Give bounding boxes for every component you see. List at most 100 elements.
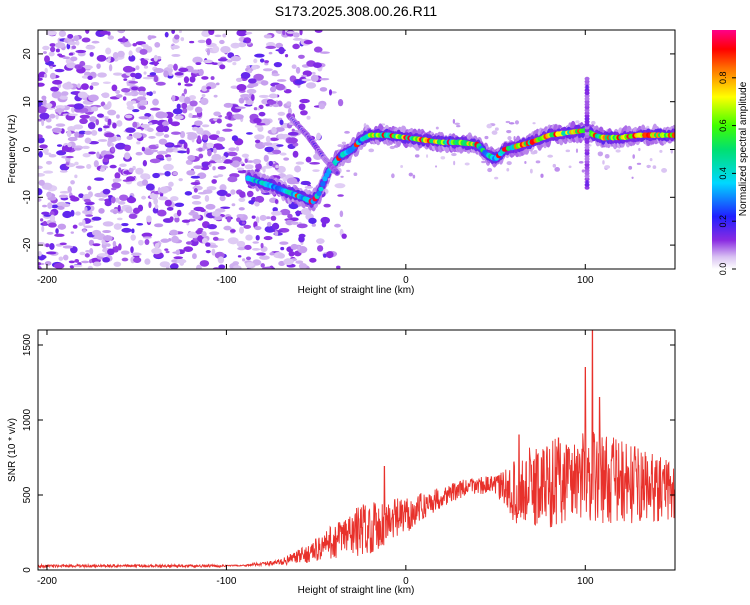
- noise-speckle: [292, 150, 299, 158]
- noise-speckle: [135, 167, 144, 175]
- noise-speckle: [181, 102, 188, 110]
- noise-speckle: [305, 82, 317, 89]
- noise-speckle: [146, 127, 154, 133]
- noise-speckle: [159, 186, 169, 194]
- noise-speckle: [211, 179, 217, 184]
- noise-speckle: [135, 151, 143, 156]
- noise-speckle: [141, 232, 153, 238]
- ridge-halo-speckle: [628, 165, 633, 170]
- noise-speckle: [59, 191, 70, 194]
- noise-speckle: [211, 153, 222, 162]
- noise-speckle: [98, 198, 105, 201]
- noise-speckle: [116, 217, 123, 221]
- spike-band: [584, 119, 590, 124]
- noise-speckle: [121, 257, 129, 262]
- noise-speckle: [243, 224, 252, 229]
- noise-speckle: [112, 52, 119, 60]
- ridge-halo-speckle: [440, 156, 446, 160]
- noise-speckle: [125, 127, 136, 133]
- noise-speckle: [278, 46, 285, 55]
- ridge-halo-speckle: [408, 172, 413, 177]
- noise-speckle: [235, 146, 240, 152]
- noise-speckle: [199, 208, 206, 213]
- noise-speckle: [169, 216, 174, 222]
- noise-speckle: [303, 39, 313, 45]
- noise-speckle: [56, 144, 63, 147]
- snr-ytick-label: 1500: [22, 333, 33, 356]
- noise-speckle: [241, 153, 250, 158]
- noise-speckle: [270, 210, 282, 216]
- noise-speckle: [291, 128, 295, 132]
- noise-speckle: [140, 59, 149, 66]
- noise-speckle: [184, 96, 191, 105]
- noise-speckle: [323, 203, 331, 208]
- figure-title: S173.2025.308.00.26.R11: [275, 3, 438, 19]
- noise-speckle: [93, 177, 105, 181]
- noise-speckle: [135, 65, 140, 70]
- noise-speckle: [295, 260, 304, 264]
- noise-speckle: [88, 151, 96, 155]
- ridge-core: [316, 190, 322, 197]
- noise-speckle: [236, 167, 245, 171]
- noise-speckle: [260, 80, 269, 86]
- colorbar-tick-label: 0.6: [718, 119, 728, 132]
- noise-speckle: [130, 252, 142, 257]
- ridge-halo-speckle: [400, 165, 404, 169]
- noise-speckle: [341, 233, 347, 239]
- noise-speckle: [220, 206, 231, 210]
- noise-speckle: [113, 261, 122, 267]
- noise-speckle: [269, 86, 277, 93]
- noise-speckle: [70, 231, 74, 234]
- snr-series-line: [38, 330, 675, 569]
- noise-speckle: [275, 30, 284, 34]
- noise-speckle: [248, 200, 255, 205]
- noise-speckle: [73, 103, 84, 110]
- noise-speckle: [253, 117, 262, 124]
- noise-speckle: [290, 221, 299, 225]
- noise-speckle: [240, 93, 251, 98]
- noise-speckle: [299, 98, 310, 104]
- noise-speckle: [73, 35, 80, 42]
- noise-speckle: [107, 248, 115, 256]
- noise-speckle: [142, 160, 148, 167]
- noise-speckle: [61, 91, 69, 97]
- noise-speckle: [294, 79, 305, 85]
- noise-speckle: [132, 109, 140, 113]
- noise-speckle: [38, 137, 45, 144]
- noise-speckle: [202, 59, 214, 64]
- noise-speckle: [112, 210, 118, 215]
- noise-speckle: [178, 139, 186, 145]
- noise-speckle: [194, 120, 203, 126]
- noise-speckle: [217, 174, 224, 178]
- noise-speckle: [187, 155, 196, 161]
- spike-band: [584, 105, 590, 110]
- noise-speckle: [46, 231, 54, 235]
- ridge-halo-speckle: [554, 167, 561, 172]
- spike-band: [584, 102, 590, 107]
- noise-speckle: [43, 170, 54, 174]
- noise-speckle: [41, 225, 45, 233]
- noise-speckle: [197, 191, 208, 195]
- noise-speckle: [245, 31, 253, 35]
- noise-speckle: [79, 251, 86, 256]
- noise-speckle: [38, 265, 42, 269]
- noise-speckle: [55, 228, 59, 234]
- noise-speckle: [45, 125, 53, 129]
- noise-speckle: [195, 62, 202, 66]
- ridge-halo-speckle: [452, 119, 456, 124]
- spectrogram-ylabel: Frequency (Hz): [7, 115, 18, 184]
- noise-speckle: [155, 144, 159, 147]
- noise-speckle: [198, 153, 204, 159]
- noise-speckle: [107, 101, 112, 109]
- noise-speckle: [158, 196, 168, 201]
- noise-speckle: [149, 192, 159, 200]
- noise-speckle: [205, 250, 211, 254]
- noise-speckle: [192, 253, 197, 260]
- noise-speckle: [81, 260, 90, 264]
- noise-speckle: [158, 138, 168, 145]
- noise-speckle: [276, 79, 287, 82]
- noise-speckle: [49, 113, 56, 119]
- spike-band: [584, 185, 590, 190]
- noise-speckle: [38, 241, 45, 245]
